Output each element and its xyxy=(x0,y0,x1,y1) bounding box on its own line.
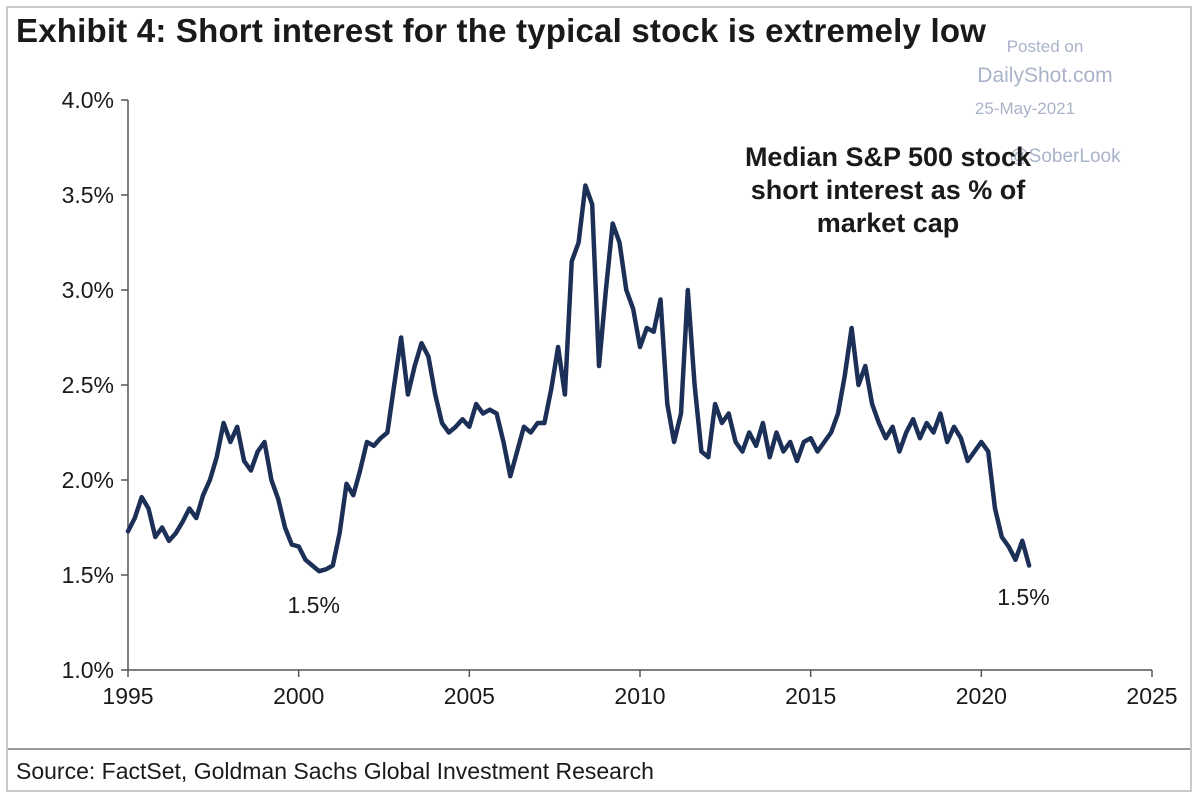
watermark-line-3: 25-May-2021 xyxy=(975,99,1075,118)
x-tick-label: 2010 xyxy=(614,683,665,709)
series-annotation-line: market cap xyxy=(817,208,960,238)
footer-divider xyxy=(8,748,1190,750)
x-tick-label: 1995 xyxy=(102,683,153,709)
y-tick-label: 3.0% xyxy=(62,277,114,303)
watermark-line-4: @SoberLook xyxy=(1009,146,1121,167)
series-annotation: Median S&P 500 stock short interest as % … xyxy=(745,142,1032,238)
y-tick-label: 1.5% xyxy=(62,562,114,588)
chart-title: Exhibit 4: Short interest for the typica… xyxy=(16,12,987,49)
series-annotation-line: Median S&P 500 stock xyxy=(745,142,1032,172)
tick-labels: 1.0% 1.5% 2.0% 2.5% 3.0% 3.5% 4.0% 1995 2000 2005… xyxy=(62,87,1178,709)
y-tick-label: 1.0% xyxy=(62,657,114,683)
chart-source: Source: FactSet, Goldman Sachs Global In… xyxy=(16,758,654,784)
watermark-line-1: Posted on xyxy=(1007,37,1084,56)
axes xyxy=(121,99,1153,677)
y-tick-label: 2.0% xyxy=(62,467,114,493)
annotation-low-2000: 1.5% xyxy=(288,592,340,618)
series-annotation-line: short interest as % of xyxy=(751,175,1027,205)
x-tick-label: 2015 xyxy=(785,683,836,709)
x-tick-label: 2020 xyxy=(956,683,1007,709)
y-tick-label: 4.0% xyxy=(62,87,114,113)
watermark: Posted on DailyShot.com 25-May-2021 @Sob… xyxy=(975,37,1121,167)
series-line xyxy=(125,183,1032,574)
x-tick-label: 2005 xyxy=(444,683,495,709)
y-tick-label: 2.5% xyxy=(62,372,114,398)
x-tick-label: 2000 xyxy=(273,683,324,709)
y-tick-label: 3.5% xyxy=(62,182,114,208)
chart-frame xyxy=(6,6,1192,792)
annotations: Median S&P 500 stock short interest as % … xyxy=(288,142,1050,618)
watermark-line-2: DailyShot.com xyxy=(977,64,1112,87)
series-group xyxy=(125,183,1032,574)
x-tick-label: 2025 xyxy=(1126,683,1177,709)
annotation-low-2021: 1.5% xyxy=(997,584,1049,610)
